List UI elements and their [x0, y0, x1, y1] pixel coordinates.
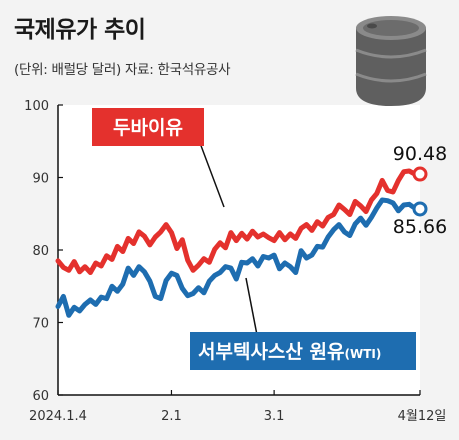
wti-label-suffix: (WTI)	[344, 347, 381, 361]
dubai-callout: 두바이유	[92, 108, 225, 208]
dubai-label-box	[92, 108, 204, 146]
page-title: 국제유가 추이	[14, 17, 146, 43]
series-end-point-0	[412, 166, 428, 182]
axes: 60 70 80 90 100 2024.1.4 2.1 3.1 4월12일	[24, 99, 446, 424]
y-tick-label: 90	[32, 172, 49, 187]
wti-callout: 서부텍사스산 원유(WTI)	[190, 277, 416, 370]
x-tick-label: 3.1	[264, 409, 285, 424]
x-tick-label: 2.1	[161, 409, 182, 424]
page-subtitle: (단위: 배럴당 달러) 자료: 한국석유공사	[14, 62, 231, 78]
y-tick-label: 100	[24, 99, 49, 114]
y-tick-label: 80	[32, 244, 49, 259]
oil-barrel-icon	[355, 16, 427, 106]
series-end-label-1: 85.66	[393, 216, 447, 238]
series-layer: 90.48 85.66	[55, 143, 447, 318]
dubai-label: 두바이유	[113, 117, 183, 139]
series-line-0	[55, 168, 423, 275]
series-end-point-1	[412, 201, 428, 217]
x-tick-label: 2024.1.4	[29, 409, 87, 424]
wti-label-box	[190, 332, 416, 370]
wti-label: 서부텍사스산 원유(WTI)	[198, 341, 381, 363]
y-tick-label: 70	[32, 317, 49, 332]
x-tick-label: 4월12일	[398, 409, 447, 424]
y-tick-label: 60	[32, 389, 49, 404]
wti-label-main: 서부텍사스산 원유	[198, 341, 344, 363]
series-line-1	[55, 197, 423, 318]
series-end-label-0: 90.48	[393, 143, 447, 165]
